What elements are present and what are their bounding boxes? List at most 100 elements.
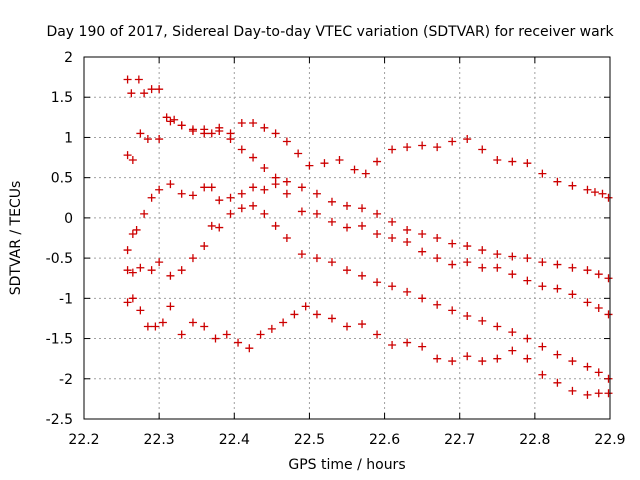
data-point (568, 290, 577, 299)
data-point (136, 129, 145, 138)
data-point (188, 318, 197, 327)
data-point (343, 223, 351, 232)
data-point (249, 153, 258, 162)
data-point (271, 180, 280, 189)
data-point (297, 207, 306, 216)
data-point (448, 357, 457, 366)
data-point (188, 191, 197, 200)
data-point (568, 386, 577, 395)
data-point (147, 85, 156, 94)
data-point (282, 189, 291, 198)
data-point (553, 177, 562, 186)
data-point (215, 223, 224, 232)
data-point (215, 127, 224, 136)
data-point (327, 258, 336, 267)
x-tick-label: 22.3 (144, 432, 175, 448)
data-point (237, 145, 246, 154)
data-point (583, 298, 592, 307)
data-point (200, 322, 209, 331)
data-point (166, 302, 175, 311)
data-point (418, 229, 427, 238)
data-point (222, 330, 231, 339)
data-point (358, 221, 367, 230)
data-point (493, 354, 502, 363)
data-point (234, 338, 243, 347)
data-point (237, 118, 246, 127)
data-point (373, 157, 382, 166)
data-point (388, 234, 397, 242)
y-tick-label: 2 (64, 50, 73, 66)
data-point (140, 89, 149, 98)
y-tick-label: -2.5 (46, 412, 73, 428)
data-point (418, 294, 427, 303)
data-point (282, 137, 291, 146)
data-point (508, 270, 517, 279)
x-tick-labels: 22.2 22.3 22.4 22.5 22.6 22.7 22.8 22.9 (68, 432, 625, 448)
data-point (538, 370, 547, 379)
data-point (166, 180, 175, 189)
data-point (478, 246, 487, 255)
data-point (418, 247, 427, 256)
plot-frame (83, 56, 611, 420)
data-point (260, 209, 269, 218)
x-tick-label: 22.9 (594, 432, 625, 448)
data-point (463, 312, 472, 321)
data-point (245, 344, 254, 353)
data-point (463, 135, 472, 144)
data-point (403, 143, 412, 152)
data-point (140, 209, 149, 218)
data-point (523, 276, 532, 285)
data-point (448, 260, 457, 269)
data-point (200, 183, 209, 192)
data-point (147, 266, 156, 275)
data-point (123, 246, 132, 255)
series-track-3 (123, 180, 613, 319)
data-point (403, 225, 412, 234)
data-point (143, 322, 152, 331)
y-tick-label: 0 (64, 211, 73, 227)
data-point (177, 121, 186, 130)
data-point (493, 322, 502, 331)
x-tick-label: 22.7 (444, 432, 475, 448)
data-point (433, 234, 442, 242)
data-point (583, 362, 592, 371)
data-point (350, 165, 359, 174)
data-point (226, 135, 235, 144)
data-point (358, 204, 367, 213)
y-tick-label: 0.5 (51, 171, 73, 187)
data-point (279, 318, 288, 327)
data-point (260, 123, 269, 132)
data-point (123, 151, 132, 160)
data-point (211, 334, 220, 343)
data-point (594, 389, 603, 398)
y-tick-label: -2 (59, 372, 73, 388)
data-point (136, 263, 145, 272)
data-point (127, 89, 136, 98)
data-point (327, 314, 336, 323)
data-point (162, 113, 171, 122)
data-point (493, 263, 502, 272)
data-point (523, 159, 532, 168)
data-point (594, 303, 603, 312)
data-point (343, 266, 351, 275)
chart-title: Day 190 of 2017, Sidereal Day-to-day VTE… (46, 24, 614, 40)
data-point (294, 149, 303, 158)
series-track-1 (123, 75, 613, 202)
data-point (598, 189, 607, 198)
data-point (226, 209, 235, 218)
data-point (523, 254, 532, 263)
data-point (448, 239, 457, 248)
data-point (237, 189, 246, 198)
data-point (403, 287, 412, 296)
data-point (327, 217, 336, 226)
data-point (358, 271, 367, 280)
data-point (493, 155, 502, 164)
data-point (260, 185, 269, 194)
data-point (493, 250, 502, 259)
data-point (207, 221, 216, 230)
y-tick-label: -1.5 (46, 332, 73, 348)
data-point (583, 390, 592, 399)
data-point (538, 282, 547, 291)
data-point (215, 196, 224, 205)
